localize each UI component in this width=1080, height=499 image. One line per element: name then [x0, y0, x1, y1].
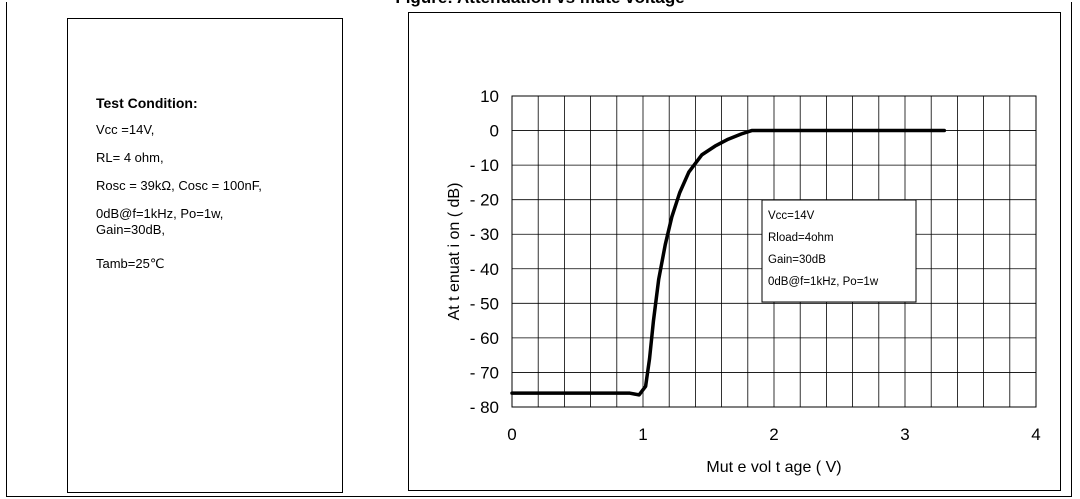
x-tick-label: 3: [900, 425, 909, 444]
series-line: [510, 128, 947, 397]
figure-frame: [6, 2, 1072, 497]
annotation-line: 0dB@f=1kHz, Po=1w: [768, 276, 879, 288]
test-condition-panel: Test Condition: Vcc =14V, RL= 4 ohm, Ros…: [67, 18, 343, 493]
y-tick-label: - 30: [470, 225, 499, 244]
y-tick-label: - 50: [470, 294, 499, 313]
x-tick-label: 4: [1031, 425, 1040, 444]
chart-panel: [408, 12, 1061, 491]
condition-gain: 0dB@f=1kHz, Po=1w, Gain=30dB,: [96, 206, 224, 237]
annotation-box: [761, 199, 917, 303]
y-tick-label: - 70: [470, 363, 499, 382]
condition-rl: RL= 4 ohm,: [96, 150, 164, 165]
y-tick-label: 0: [490, 122, 499, 141]
condition-rosc-cosc: Rosc = 39kΩ, Cosc = 100nF,: [96, 178, 262, 193]
condition-vcc: Vcc =14V,: [96, 122, 155, 137]
x-tick-label: 0: [507, 425, 516, 444]
plot-area-border: [511, 95, 1037, 408]
x-tick-label: 1: [638, 425, 647, 444]
annotation-line: Vcc=14V: [768, 210, 815, 222]
y-tick-label: - 20: [470, 191, 499, 210]
y-axis-label: At t enuat i on ( dB): [446, 183, 463, 321]
y-tick-label: - 60: [470, 329, 499, 348]
annotation-line: Gain=30dB: [768, 254, 826, 266]
y-tick-label: - 80: [470, 398, 499, 417]
y-tick-label: 10: [480, 87, 499, 106]
x-axis-label: Mut e vol t age ( V): [706, 459, 841, 476]
y-tick-label: - 40: [470, 260, 499, 279]
annotation-line: Rload=4ohm: [768, 232, 834, 244]
condition-tamb: Tamb=25℃: [96, 256, 165, 271]
y-tick-label: - 10: [470, 156, 499, 175]
test-condition-title: Test Condition:: [96, 95, 198, 111]
x-tick-label: 2: [769, 425, 778, 444]
